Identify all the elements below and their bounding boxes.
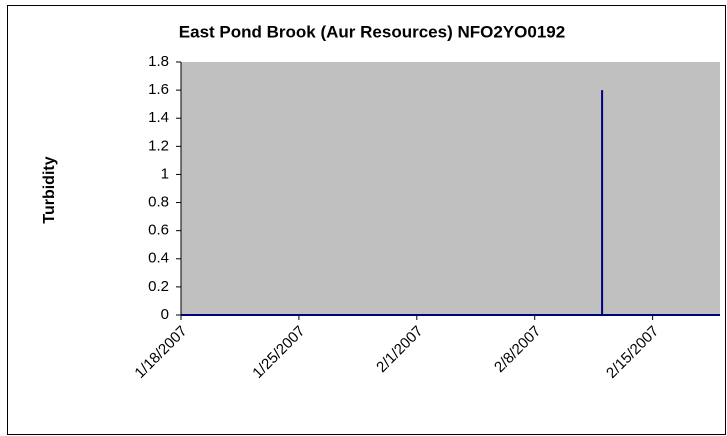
chart-title: East Pond Brook (Aur Resources) NFO2YO01… [179,22,565,41]
y-tick-label: 1.6 [148,81,169,98]
y-tick-label: 1 [161,165,169,182]
y-tick-label: 0.4 [148,250,169,267]
y-axis-title: Turbidity [41,156,58,223]
y-tick-label: 0.8 [148,194,169,211]
y-tick-label: 1.2 [148,137,169,154]
plot-area [181,62,720,315]
y-tick-label: 1.4 [148,109,169,126]
y-tick-label: 0.2 [148,278,169,295]
y-tick-label: 1.8 [148,53,169,70]
y-tick-label: 0.6 [148,222,169,239]
line-series [181,90,720,316]
y-tick-label: 0 [161,306,169,323]
